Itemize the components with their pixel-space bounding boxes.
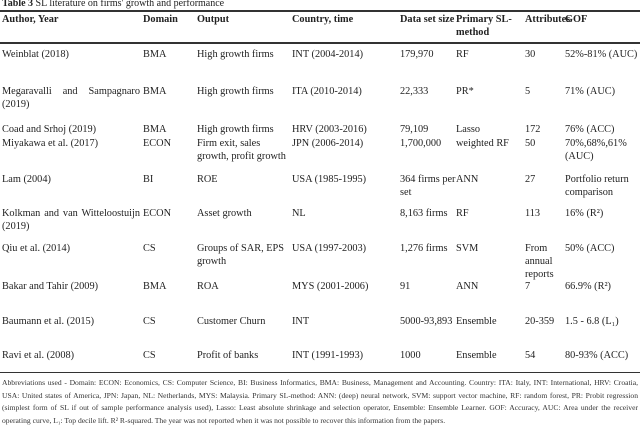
- cell-method: ANN: [456, 174, 479, 185]
- cell-gof: 1.5 - 6.8 (L₁): [565, 316, 619, 327]
- cell-country: NL: [292, 208, 306, 219]
- cell-gof: Portfolio return comparison: [565, 174, 629, 198]
- cell-attributes: 172: [525, 124, 541, 135]
- cell-method: RF: [456, 49, 469, 60]
- cell-size: 1000: [400, 350, 421, 361]
- cell-author: Weinblat (2018): [2, 49, 69, 60]
- cell-author: Baumann et al. (2015): [2, 316, 95, 327]
- cell-method: PR*: [456, 86, 474, 97]
- cell-attributes: 27: [525, 174, 536, 185]
- column-header: Attributes: [525, 14, 571, 25]
- cell-attributes: From annual reports: [525, 243, 554, 280]
- cell-domain: CS: [143, 243, 156, 254]
- column-header: Primary SL-method: [456, 14, 512, 38]
- cell-output: Groups of SAR, EPS growth: [197, 243, 284, 267]
- cell-country: JPN (2006-2014): [292, 138, 364, 149]
- cell-method: Ensemble: [456, 316, 497, 327]
- table-caption: Table 3 SL literature on firms' growth a…: [2, 0, 224, 9]
- cell-attributes: 7: [525, 281, 531, 292]
- header-rule: [0, 42, 640, 44]
- cell-method: Ensemble: [456, 350, 497, 361]
- cell-gof: 52%-81% (AUC): [565, 49, 638, 60]
- cell-author: Qiu et al. (2014): [2, 243, 71, 254]
- cell-size: 91: [400, 281, 411, 292]
- cell-size: 1,276 firms: [400, 243, 448, 254]
- cell-output: Asset growth: [197, 208, 252, 219]
- cell-domain: BMA: [143, 49, 167, 60]
- cell-domain: BMA: [143, 281, 167, 292]
- cell-method: RF: [456, 208, 469, 219]
- cell-attributes: 50: [525, 138, 536, 149]
- bottom-rule: [0, 372, 640, 373]
- cell-output: High growth firms: [197, 49, 274, 60]
- cell-author: Kolkman and van Witteloostuijn (2019): [2, 208, 140, 232]
- cell-country: HRV (2003-2016): [292, 124, 367, 135]
- cell-method: weighted RF: [456, 138, 509, 149]
- cell-output: ROE: [197, 174, 218, 185]
- cell-author: Lam (2004): [2, 174, 51, 185]
- cell-author: Bakar and Tahir (2009): [2, 281, 99, 292]
- cell-author: Ravi et al. (2008): [2, 350, 75, 361]
- cell-attributes: 113: [525, 208, 541, 219]
- cell-country: ITA (2010-2014): [292, 86, 362, 97]
- cell-gof: 16% (R²): [565, 208, 604, 219]
- cell-attributes: 5: [525, 86, 531, 97]
- cell-attributes: 54: [525, 350, 536, 361]
- cell-gof: 66.9% (R²): [565, 281, 611, 292]
- cell-gof: 50% (ACC): [565, 243, 615, 254]
- cell-country: USA (1985-1995): [292, 174, 367, 185]
- table-title: SL literature on firms' growth and perfo…: [35, 0, 225, 9]
- cell-size: 22,333: [400, 86, 429, 97]
- cell-output: ROA: [197, 281, 219, 292]
- cell-author: Miyakawa et al. (2017): [2, 138, 99, 149]
- cell-method: SVM: [456, 243, 479, 254]
- cell-gof: 76% (ACC): [565, 124, 615, 135]
- cell-size: 8,163 firms: [400, 208, 448, 219]
- cell-size: 1,700,000: [400, 138, 442, 149]
- column-header: Data set size: [400, 14, 455, 25]
- cell-size: 364 firms per set: [400, 174, 456, 198]
- cell-author: Megaravalli and Sampagnaro (2019): [2, 86, 140, 110]
- cell-country: INT (2004-2014): [292, 49, 364, 60]
- cell-domain: BMA: [143, 124, 167, 135]
- cell-domain: CS: [143, 350, 156, 361]
- cell-attributes: 20-359: [525, 316, 555, 327]
- column-header: Domain: [143, 14, 178, 25]
- column-header: Output: [197, 14, 230, 25]
- cell-author: Coad and Srhoj (2019): [2, 124, 97, 135]
- cell-gof: 80-93% (ACC): [565, 350, 629, 361]
- column-header: Author, Year: [2, 14, 59, 25]
- cell-domain: BI: [143, 174, 154, 185]
- cell-method: ANN: [456, 281, 479, 292]
- cell-method: Lasso: [456, 124, 481, 135]
- cell-attributes: 30: [525, 49, 536, 60]
- cell-country: USA (1997-2003): [292, 243, 367, 254]
- cell-domain: ECON: [143, 208, 172, 219]
- column-header: Country, time: [292, 14, 354, 25]
- cell-output: High growth firms: [197, 86, 274, 97]
- cell-domain: CS: [143, 316, 156, 327]
- cell-size: 5000-93,893: [400, 316, 453, 327]
- top-rule: [0, 10, 640, 12]
- abbreviations-footnote: Abbreviations used - Domain: ECON: Econo…: [2, 378, 638, 425]
- cell-output: High growth firms: [197, 124, 274, 135]
- cell-domain: BMA: [143, 86, 167, 97]
- cell-output: Profit of banks: [197, 350, 259, 361]
- cell-size: 179,970: [400, 49, 434, 60]
- cell-gof: 71% (AUC): [565, 86, 616, 97]
- cell-country: MYS (2001-2006): [292, 281, 369, 292]
- cell-output: Customer Churn: [197, 316, 266, 327]
- table-label: Table 3: [2, 0, 34, 9]
- cell-gof: 70%,68%,61% (AUC): [565, 138, 627, 162]
- cell-output: Firm exit, sales growth, profit growth: [197, 138, 286, 162]
- cell-domain: ECON: [143, 138, 172, 149]
- cell-country: INT (1991-1993): [292, 350, 364, 361]
- cell-country: INT: [292, 316, 310, 327]
- cell-size: 79,109: [400, 124, 429, 135]
- column-header: GOF: [565, 14, 588, 25]
